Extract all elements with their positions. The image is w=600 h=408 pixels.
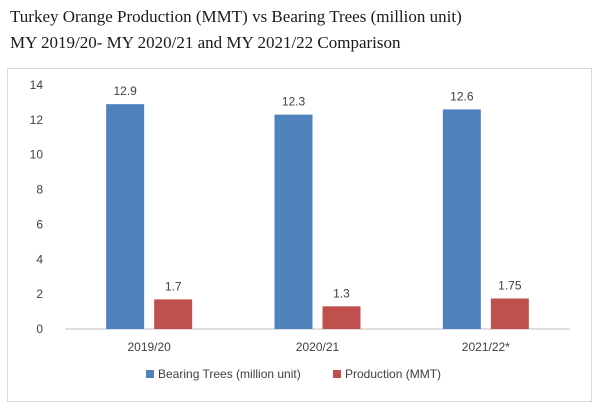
- legend-label: Bearing Trees (million unit): [158, 367, 301, 381]
- data-label: 1.75: [498, 279, 522, 293]
- bar-production: [154, 299, 193, 329]
- chart-title-block: Turkey Orange Production (MMT) vs Bearin…: [10, 4, 590, 56]
- data-label: 1.7: [165, 279, 182, 293]
- y-tick-label: 12: [30, 113, 44, 127]
- y-tick-label: 4: [36, 252, 43, 266]
- bar-production: [490, 298, 529, 329]
- bar-production: [322, 306, 361, 329]
- y-tick-label: 0: [36, 322, 43, 336]
- data-label: 1.3: [333, 286, 350, 300]
- legend-swatch: [146, 370, 154, 378]
- chart-subtitle: MY 2019/20- MY 2020/21 and MY 2021/22 Co…: [10, 33, 401, 52]
- y-tick-label: 6: [36, 217, 43, 231]
- y-tick-label: 14: [30, 78, 44, 92]
- data-label: 12.9: [113, 84, 137, 98]
- y-tick-label: 8: [36, 183, 43, 197]
- data-label: 12.3: [282, 95, 306, 109]
- data-label: 12.6: [450, 89, 474, 103]
- x-tick-label: 2020/21: [296, 340, 340, 354]
- bar-bearing-trees: [106, 104, 145, 330]
- legend-swatch: [333, 370, 341, 378]
- bar-bearing-trees: [442, 109, 481, 330]
- y-tick-label: 2: [36, 287, 43, 301]
- x-tick-label: 2021/22*: [462, 340, 510, 354]
- legend-label: Production (MMT): [345, 367, 441, 381]
- y-tick-label: 10: [30, 148, 44, 162]
- bar-bearing-trees: [274, 114, 313, 329]
- chart-title: Turkey Orange Production (MMT) vs Bearin…: [10, 7, 462, 26]
- x-tick-label: 2019/20: [127, 340, 171, 354]
